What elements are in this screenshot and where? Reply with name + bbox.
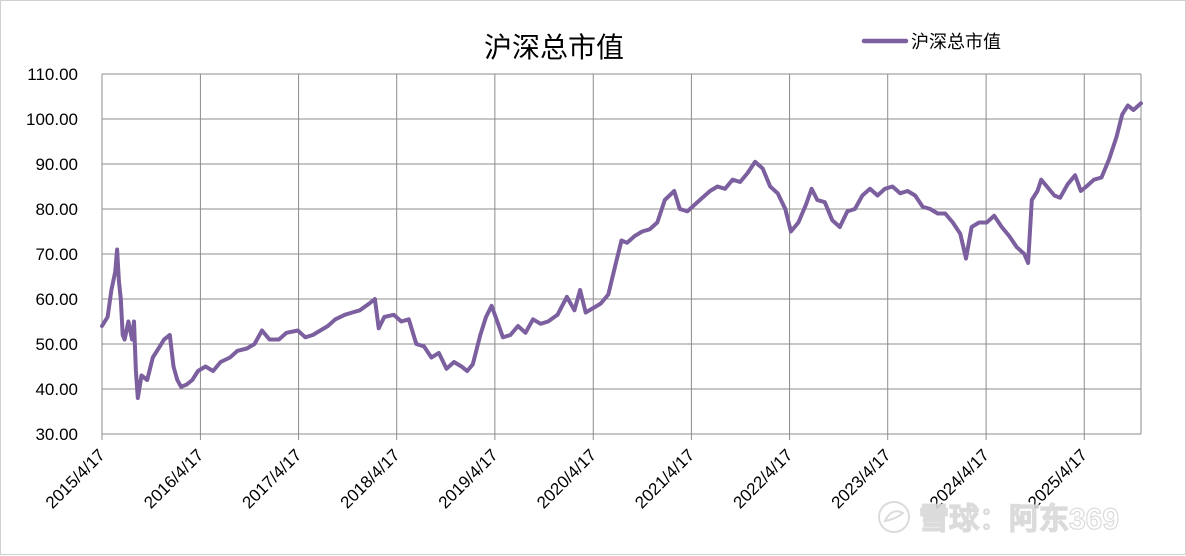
x-tick-label: 2019/4/17 [435, 445, 502, 512]
series-line [100, 101, 1143, 400]
y-tick-label: 100.00 [26, 110, 78, 129]
x-tick-label: 2015/4/17 [42, 445, 109, 512]
y-tick-label: 70.00 [35, 245, 78, 264]
y-tick-label: 110.00 [27, 65, 78, 84]
x-tick-label: 2018/4/17 [337, 445, 404, 512]
legend-label: 沪深总市值 [911, 32, 1001, 53]
y-tick-label: 50.00 [35, 335, 78, 354]
watermark-text: 雪球：阿东369 [919, 502, 1119, 536]
y-tick-label: 60.00 [35, 290, 78, 309]
legend: 沪深总市值 [861, 32, 1001, 53]
x-tick-label: 2023/4/17 [828, 445, 895, 512]
chart-title: 沪深总市值 [484, 31, 624, 64]
y-axis-ticks: 30.00 40.00 50.00 60.00 70.00 80.00 90.00 100.0… [26, 65, 78, 444]
x-tick-label: 2020/4/17 [533, 445, 600, 512]
y-tick-label: 80.00 [35, 200, 78, 219]
grid-lines [101, 73, 1142, 440]
x-tick-label: 2022/4/17 [729, 445, 796, 512]
snowball-icon [878, 501, 910, 533]
y-tick-label: 30.00 [35, 425, 78, 444]
x-tick-label: 2016/4/17 [140, 445, 207, 512]
y-tick-label: 40.00 [35, 380, 78, 399]
watermark: 雪球：阿东369 [878, 501, 1120, 537]
y-tick-label: 90.00 [35, 155, 78, 174]
x-tick-label: 2021/4/17 [631, 445, 698, 512]
x-tick-label: 2017/4/17 [238, 445, 305, 512]
